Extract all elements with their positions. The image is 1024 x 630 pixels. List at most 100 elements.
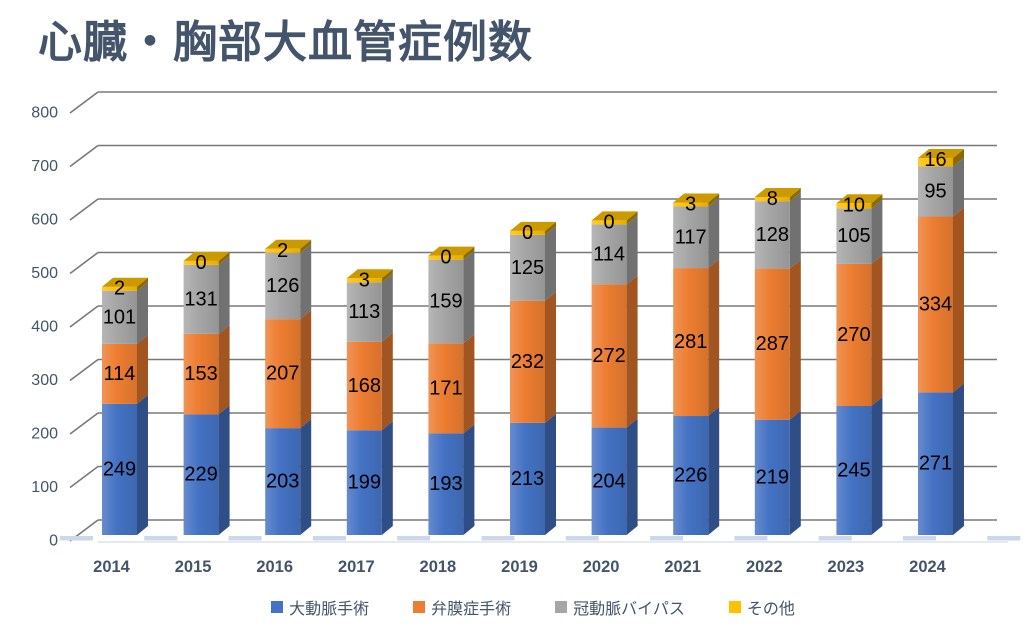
- bar-segment-side-face: [953, 383, 964, 535]
- bar-top-face: [183, 251, 230, 261]
- bar-top-face: [754, 187, 801, 197]
- floor-shadow-stub: [60, 536, 93, 541]
- value-label: 0: [604, 211, 615, 233]
- y-axis-tick-label: 300: [31, 372, 58, 389]
- bar-segment-side-face: [626, 215, 638, 285]
- bar-segment: [102, 403, 137, 535]
- legend-label-aortic: 大動脈手術: [289, 601, 370, 618]
- bar-segment-side-face: [137, 281, 148, 344]
- bar-segment-side-face: [218, 255, 230, 334]
- value-label: 2: [114, 278, 125, 300]
- y-gridline-diagonal: [69, 358, 99, 382]
- floor-shadow-stub: [144, 536, 178, 541]
- bar-segment-side-face: [871, 254, 883, 407]
- value-label: 3: [359, 269, 370, 291]
- bar-segment-side-face: [708, 259, 720, 417]
- bar-segment-side-face: [300, 239, 312, 253]
- value-label: 101: [103, 306, 136, 328]
- bar-segment: [428, 255, 464, 260]
- bar-top-face: [265, 239, 312, 249]
- value-label: 105: [837, 225, 870, 247]
- bar-segment: [918, 392, 953, 535]
- bar-segment: [102, 343, 137, 404]
- bar-segment: [754, 268, 790, 420]
- value-label: 193: [429, 473, 462, 495]
- y-gridline-diagonal: [69, 91, 99, 114]
- legend-label-cabg: 冠動脈バイパス: [573, 601, 685, 618]
- bar-segment-side-face: [871, 199, 883, 264]
- y-axis-tick-label: 700: [31, 158, 58, 175]
- bar-segment: [591, 427, 627, 535]
- value-label: 10: [843, 194, 865, 216]
- value-label: 207: [266, 363, 299, 385]
- y-gridline-diagonal: [69, 144, 99, 168]
- value-label: 334: [919, 293, 952, 315]
- x-axis-tick-label: 2020: [583, 558, 620, 576]
- value-label: 159: [429, 290, 462, 312]
- bar-top-face: [346, 269, 393, 279]
- bar-segment: [918, 166, 953, 217]
- bar-segment-side-face: [300, 243, 312, 320]
- bar-segment: [836, 263, 872, 407]
- value-label: 281: [674, 331, 707, 353]
- bar-segment-side-face: [137, 394, 148, 535]
- value-label: 287: [756, 333, 789, 355]
- bar-segment: [673, 206, 709, 269]
- x-axis-tick-label: 2015: [175, 558, 212, 576]
- bar-top-face: [510, 221, 556, 231]
- bar-segment: [102, 290, 137, 344]
- bar-segment: [836, 203, 872, 209]
- legend-item-other: その他: [728, 595, 795, 619]
- floor-shadow-stub: [312, 536, 346, 541]
- value-label: 203: [266, 471, 299, 493]
- y-axis-tick-label: 600: [31, 212, 58, 229]
- floor-shadow-stub: [397, 536, 431, 541]
- bar-segment: [428, 433, 464, 535]
- legend-item-aortic: 大動脈手術: [271, 595, 369, 619]
- value-label: 128: [756, 224, 789, 246]
- x-axis-tick-label: 2017: [338, 558, 375, 576]
- bar-segment-side-face: [789, 259, 801, 420]
- bar-segment: [183, 264, 219, 334]
- bar-segment: [591, 224, 627, 285]
- value-label: 0: [196, 252, 207, 274]
- value-label: 117: [675, 226, 707, 248]
- bar-segment: [836, 406, 872, 535]
- bar-segment-side-face: [545, 221, 556, 235]
- bar-segment: [510, 300, 545, 423]
- value-label: 229: [184, 464, 217, 486]
- bar-segment: [754, 419, 790, 535]
- bar-top-face: [591, 211, 638, 221]
- value-label: 168: [348, 375, 381, 397]
- value-label: 16: [924, 149, 946, 171]
- bar-segment: [673, 416, 709, 535]
- chart-title: 心臓・胸部大血管症例数: [38, 18, 533, 67]
- value-label: 125: [511, 257, 544, 279]
- bar-segment-side-face: [708, 197, 720, 269]
- bar-segment-side-face: [218, 324, 230, 415]
- value-label: 126: [266, 275, 299, 297]
- bar-segment: [428, 259, 464, 344]
- y-gridline-diagonal: [69, 412, 99, 435]
- bar-segment: [673, 202, 709, 207]
- value-label: 2: [277, 240, 288, 262]
- value-label: 8: [767, 188, 778, 210]
- floor-shadow-stub: [565, 536, 599, 541]
- bar-segment: [265, 252, 301, 320]
- value-label: 249: [103, 458, 136, 480]
- bar-segment-side-face: [545, 291, 556, 423]
- y-axis-tick-label: 800: [31, 105, 58, 122]
- value-label: 114: [593, 243, 625, 265]
- bar-segment: [510, 422, 545, 535]
- bar-segment-side-face: [545, 413, 556, 535]
- bar-segment: [102, 286, 137, 291]
- bar-segment-side-face: [789, 410, 801, 535]
- value-label: 113: [348, 301, 380, 323]
- bar-segment: [428, 343, 464, 434]
- bar-top-face: [836, 194, 883, 204]
- value-label: 171: [429, 377, 462, 399]
- x-axis-tick-label: 2018: [420, 558, 457, 576]
- y-gridline-diagonal: [69, 198, 99, 221]
- bar-segment: [510, 230, 545, 235]
